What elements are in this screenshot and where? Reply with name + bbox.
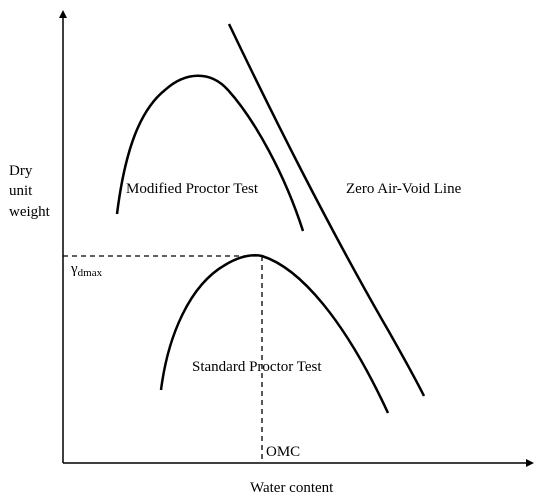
omc-label: OMC bbox=[266, 444, 301, 460]
gamma-dmax-label: γdmax bbox=[71, 262, 102, 279]
gamma-symbol: γ bbox=[71, 261, 78, 277]
zero-air-void-label: Zero Air-Void Line bbox=[346, 181, 462, 197]
y-axis-label-line-3: weight bbox=[9, 203, 50, 220]
gamma-subscript: dmax bbox=[77, 267, 103, 279]
x-axis-label: Water content bbox=[250, 480, 334, 496]
zero-air-void-line bbox=[227, 23, 426, 397]
y-axis-label: Dry unit weight bbox=[9, 161, 50, 222]
y-axis-label-line-1: Dry bbox=[9, 163, 33, 179]
standard-proctor-curve bbox=[159, 254, 390, 414]
modified-proctor-curve bbox=[115, 74, 305, 232]
modified-proctor-label: Modified Proctor Test bbox=[126, 181, 258, 197]
standard-proctor-label: Standard Proctor Test bbox=[192, 359, 322, 375]
y-axis-label-line-2: unit bbox=[9, 183, 33, 200]
